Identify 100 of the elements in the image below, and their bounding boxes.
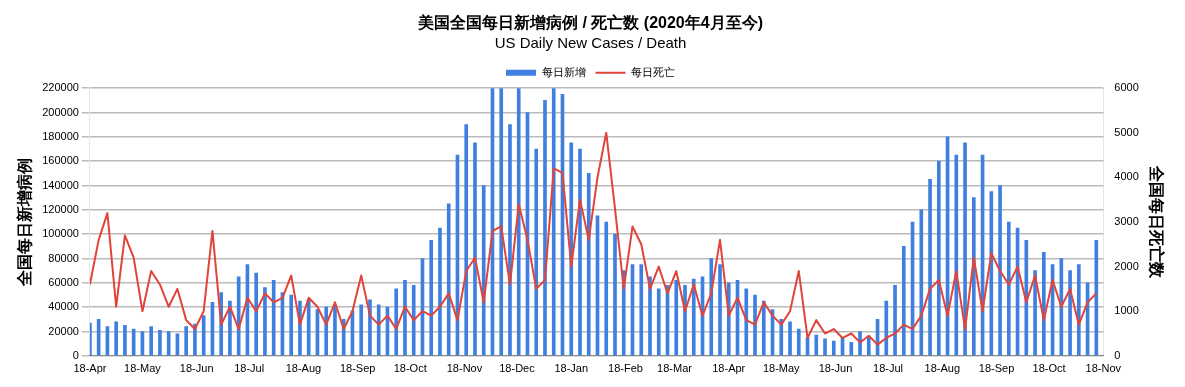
bar [446, 203, 451, 356]
bar [691, 278, 696, 356]
bar [1068, 270, 1072, 356]
x-tick-label: 18-Apr [712, 362, 746, 375]
bar [936, 160, 941, 356]
y-tick-label: 80000 [48, 251, 79, 264]
x-tick-label: 18-Oct [393, 362, 427, 375]
y-tick-label: 140000 [42, 178, 79, 191]
bar [709, 258, 714, 356]
y-tick-label: 40000 [48, 300, 79, 313]
y2-tick-label: 5000 [1114, 125, 1139, 138]
bar [403, 280, 407, 356]
bar [831, 340, 836, 356]
x-tick-label: 18-Aug [924, 362, 961, 375]
y2-tick-label: 6000 [1114, 81, 1139, 94]
bar [516, 88, 521, 356]
bar [411, 284, 416, 356]
bar [639, 264, 644, 356]
bar [569, 142, 574, 356]
x-tick-label: 18-Nov [446, 362, 483, 375]
x-tick-label: 18-Aug [285, 362, 322, 375]
bar [796, 328, 801, 356]
bar [499, 88, 504, 356]
chart-title: 美国全国每日新增病例 / 死亡数 (2020年4月至今) [417, 13, 763, 32]
x-tick-label: 18-Jul [873, 362, 904, 375]
y-tick-label: 160000 [42, 154, 79, 167]
bar [578, 148, 582, 356]
bar [306, 299, 311, 356]
bar [656, 288, 661, 356]
bar [744, 288, 749, 356]
bar [123, 325, 127, 356]
x-tick-label: 18-Jun [818, 362, 853, 375]
bar [114, 321, 118, 356]
bar [1041, 252, 1046, 356]
bar [954, 154, 959, 356]
bar [254, 272, 259, 356]
x-tick-label: 18-Oct [1032, 362, 1066, 375]
bar [149, 326, 153, 356]
bar [438, 227, 442, 356]
y-tick-label: 200000 [42, 105, 79, 118]
bar [473, 142, 477, 356]
bar [963, 142, 967, 356]
x-tick-label: 18-May [762, 362, 801, 375]
bar [928, 179, 932, 356]
bar [289, 294, 294, 356]
y-tick-label: 0 [72, 348, 79, 361]
y2-axis-title: 全国每日死亡数 [1147, 165, 1166, 279]
bar [271, 280, 276, 356]
bar [236, 276, 241, 356]
bar [919, 209, 924, 356]
bar [998, 185, 1002, 356]
bar [1059, 258, 1064, 356]
bar [376, 304, 381, 356]
y2-tick-label: 4000 [1114, 170, 1139, 183]
bar [788, 321, 792, 356]
x-tick-label: 18-Nov [1085, 362, 1122, 375]
y-axis-title: 全国每日新增病例 [16, 158, 34, 287]
bar [394, 288, 399, 356]
bar [613, 233, 617, 356]
x-tick-label: 18-Sep [978, 362, 1015, 375]
y2-tick-label: 1000 [1114, 304, 1139, 317]
bar [814, 334, 819, 356]
bar [1024, 239, 1029, 356]
y-tick-label: 20000 [48, 324, 79, 337]
bar [989, 191, 994, 356]
bar [158, 329, 162, 356]
x-tick-label: 18-Jun [179, 362, 214, 375]
x-tick-label: 18-Apr [73, 362, 107, 375]
legend-label: 每日新增 [541, 65, 586, 78]
bar [263, 287, 267, 356]
bar [429, 239, 434, 356]
y2-tick-label: 0 [1114, 348, 1121, 361]
bar [893, 284, 897, 356]
y-tick-label: 120000 [42, 202, 79, 215]
bar [228, 300, 232, 356]
bar [324, 306, 329, 356]
x-tick-label: 18-Jan [554, 362, 589, 375]
bar [901, 246, 906, 356]
bar [674, 280, 679, 356]
bar [823, 338, 827, 356]
y-tick-label: 100000 [42, 227, 79, 240]
bar [1033, 270, 1037, 356]
chart-subtitle: US Daily New Cases / Death [494, 34, 687, 52]
y2-tick-label: 3000 [1114, 215, 1139, 228]
x-tick-label: 18-Sep [339, 362, 376, 375]
bar [718, 264, 722, 356]
bar [971, 197, 976, 356]
bar [779, 318, 784, 356]
y-tick-label: 60000 [48, 275, 79, 288]
bar [464, 124, 469, 356]
bar [551, 88, 556, 356]
bar [1094, 239, 1099, 356]
bar [89, 322, 92, 356]
x-tick-label: 18-May [124, 362, 162, 375]
x-tick-label: 18-Mar [657, 362, 693, 375]
bar [543, 100, 547, 356]
bar [1076, 264, 1081, 356]
legend-label: 每日死亡 [631, 65, 675, 78]
bar [1006, 221, 1011, 356]
x-tick-label: 18-Jul [234, 362, 265, 375]
